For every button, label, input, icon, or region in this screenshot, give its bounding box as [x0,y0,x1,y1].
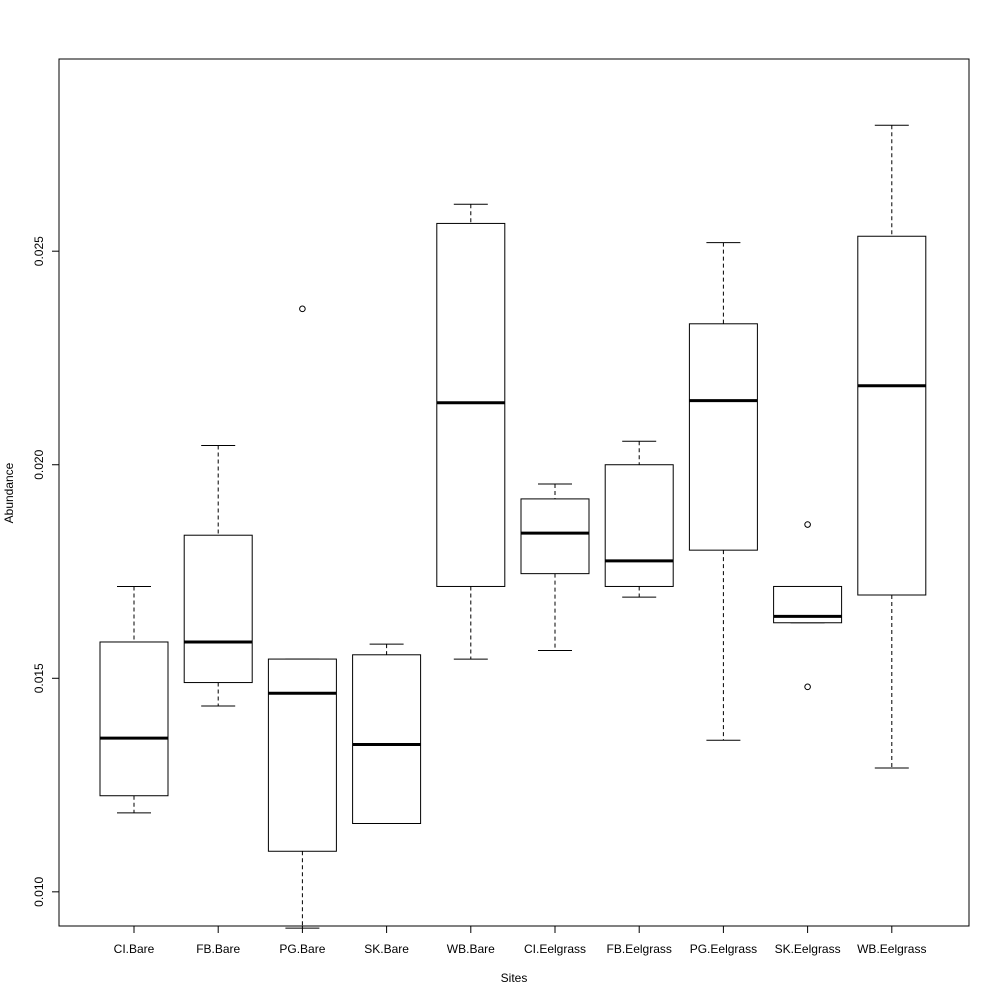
outlier-point [299,305,306,313]
y-tick-label: 0.025 [32,236,46,266]
y-tick-label: 0.015 [32,663,46,693]
box-SK.Eelgrass [773,521,843,691]
x-axis: CI.Bare FB.Bare PG.Bare SK.Bare WB.Bare CI.Ee… [114,926,926,956]
x-tick-label: SK.Bare [364,942,409,956]
iqr-box [352,654,422,824]
boxes [99,124,927,929]
y-tick-label: 0.020 [32,449,46,479]
y-axis: 0.010 0.015 0.020 0.025 [32,236,59,907]
outlier-point [804,683,811,691]
x-tick-label: FB.Bare [196,942,240,956]
box-WB.Bare [436,203,506,660]
outlier-point [804,521,811,528]
box-WB.Eelgrass [857,124,927,769]
x-tick-label: PG.Eelgrass [690,942,757,956]
iqr-box [183,534,253,684]
x-tick-label: FB.Eelgrass [607,942,672,956]
iqr-box [520,498,590,575]
plot-border [58,58,970,927]
box-CI.Bare [99,585,169,814]
x-tick-label: WB.Eelgrass [857,942,926,956]
x-tick-label: SK.Eelgrass [775,942,841,956]
y-tick-label: 0.010 [32,876,46,906]
x-tick-label: PG.Bare [279,942,325,956]
box-SK.Bare [352,643,422,824]
iqr-box [436,222,506,587]
iqr-box [688,323,758,551]
x-tick-label: CI.Eelgrass [524,942,586,956]
x-axis-label: Sites [501,971,528,985]
iqr-box [99,641,169,797]
iqr-box [267,658,337,852]
x-tick-label: CI.Bare [114,942,155,956]
box-PG.Eelgrass [688,242,758,741]
x-tick-label: WB.Bare [447,942,495,956]
iqr-box [604,464,674,587]
box-CI.Eelgrass [520,483,590,652]
box-FB.Bare [183,445,253,707]
plot-frame [58,58,970,927]
iqr-box [857,235,927,596]
box-PG.Bare [267,305,337,929]
y-axis-label: Abundance [2,462,16,523]
box-FB.Eelgrass [604,440,674,598]
